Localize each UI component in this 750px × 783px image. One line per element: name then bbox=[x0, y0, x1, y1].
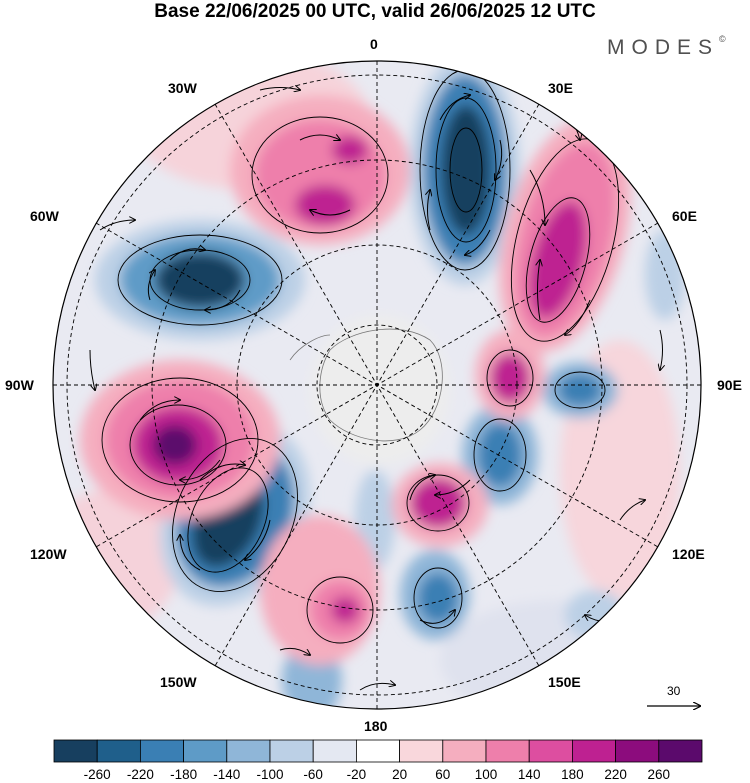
colorbar-tick-label: 20 bbox=[392, 767, 408, 782]
colorbar-swatch bbox=[399, 739, 444, 763]
colorbar-tick-label: -20 bbox=[346, 767, 367, 782]
colorbar-tick-label: 220 bbox=[604, 767, 627, 782]
colorbar-tick-label: 100 bbox=[474, 767, 498, 782]
colorbar-tick-label: -260 bbox=[83, 767, 111, 782]
colorbar-swatch bbox=[96, 739, 141, 763]
colorbar-swatch bbox=[139, 739, 184, 763]
lon-label-30w: 30W bbox=[168, 80, 197, 96]
colorbar-tick-label: 140 bbox=[517, 767, 541, 782]
colorbar-swatch bbox=[485, 739, 530, 763]
lon-label-60w: 60W bbox=[30, 208, 59, 224]
lon-label-0: 0 bbox=[370, 36, 378, 52]
colorbar-swatch bbox=[269, 739, 314, 763]
colorbar-swatch bbox=[312, 739, 357, 763]
colorbar-tick-label: -180 bbox=[170, 767, 198, 782]
colorbar-tick-label: 60 bbox=[435, 767, 451, 782]
lon-label-150w: 150W bbox=[160, 674, 197, 690]
map-title: Base 22/06/2025 00 UTC, valid 26/06/2025… bbox=[154, 1, 596, 22]
logo-mark: © bbox=[719, 34, 726, 44]
lon-label-90w: 90W bbox=[5, 377, 34, 393]
colorbar-swatch bbox=[615, 739, 660, 763]
logo-text: MODES bbox=[607, 36, 720, 59]
colorbar-tick-label: -100 bbox=[256, 767, 284, 782]
colorbar-tick-label: -140 bbox=[213, 767, 241, 782]
colorbar-swatch bbox=[442, 739, 487, 763]
colorbar-swatch bbox=[572, 739, 617, 763]
lon-label-30e: 30E bbox=[548, 80, 573, 96]
lon-label-120e: 120E bbox=[672, 546, 705, 562]
lon-label-180: 180 bbox=[364, 718, 388, 734]
colorbar-swatch bbox=[183, 739, 228, 763]
colorbar-swatch bbox=[528, 739, 573, 763]
colorbar-tick-label: 180 bbox=[561, 767, 584, 782]
colorbar-swatch bbox=[658, 739, 703, 763]
colorbar-swatch bbox=[355, 739, 400, 763]
map-boundary bbox=[52, 60, 702, 710]
colorbar-tick-label: -220 bbox=[126, 767, 154, 782]
lon-label-60e: 60E bbox=[672, 208, 697, 224]
anomaly-field bbox=[53, 61, 701, 709]
lon-label-120w: 120W bbox=[30, 546, 67, 562]
colorbar bbox=[53, 739, 703, 763]
colorbar-tick-label: 260 bbox=[647, 767, 671, 782]
lon-label-150e: 150E bbox=[548, 674, 581, 690]
vector-scale-label: 30 bbox=[667, 684, 681, 698]
colorbar-tick-label: -60 bbox=[303, 767, 323, 782]
modes-logo: MODES© bbox=[607, 34, 726, 60]
lon-label-90e: 90E bbox=[717, 377, 742, 393]
colorbar-swatch bbox=[226, 739, 271, 763]
colorbar-swatch bbox=[53, 739, 98, 763]
